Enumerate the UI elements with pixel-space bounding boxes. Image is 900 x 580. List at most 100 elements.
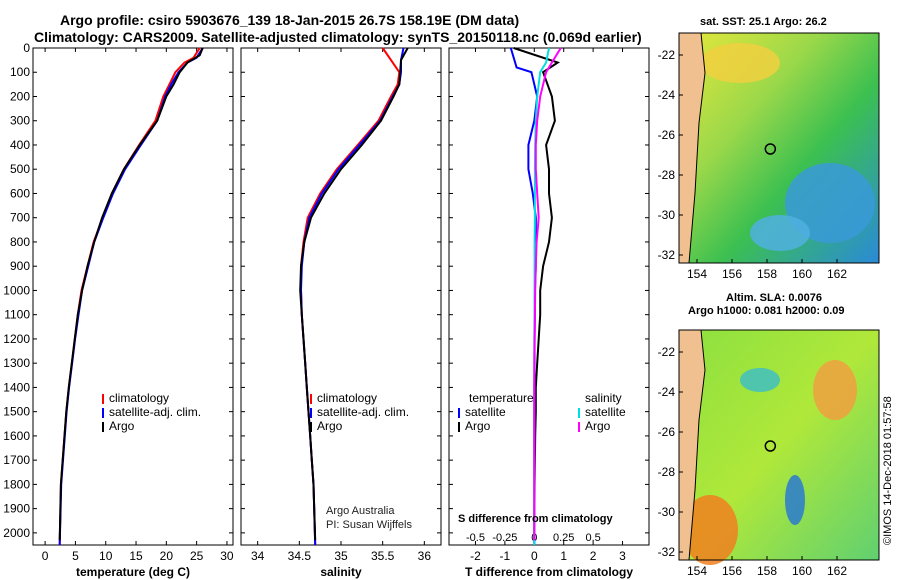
map-y-tick-label: -32 bbox=[658, 248, 676, 262]
map-x-tick-label: 156 bbox=[722, 564, 742, 578]
plot-frame bbox=[32, 47, 234, 546]
map-y-tick-label: -26 bbox=[658, 425, 676, 439]
map-x-tick-label: 160 bbox=[792, 267, 812, 281]
top-x-tick-label: -0.25 bbox=[492, 532, 517, 544]
credit-line-1: Argo Australia bbox=[326, 505, 395, 517]
legend-label: satellite-adj. clim. bbox=[317, 405, 409, 419]
x-tick-label: -1 bbox=[500, 549, 511, 563]
map-anomaly bbox=[682, 495, 738, 565]
map-x-tick-label: 158 bbox=[757, 564, 777, 578]
x-tick-label: 25 bbox=[190, 549, 204, 563]
top-x-tick-label: -0.5 bbox=[466, 532, 485, 544]
map-anomaly bbox=[813, 360, 857, 420]
map-anomaly bbox=[700, 43, 780, 83]
x-tick-label: 35 bbox=[334, 549, 348, 563]
y-tick-label: 800 bbox=[10, 235, 30, 249]
y-tick-label: 500 bbox=[10, 162, 30, 176]
plot-frame bbox=[448, 47, 650, 546]
y-tick-label: 1800 bbox=[3, 477, 30, 491]
series-line-temperature-satellite bbox=[509, 47, 539, 545]
y-tick-label: 1700 bbox=[3, 453, 30, 467]
legend-label: climatology bbox=[109, 391, 169, 405]
map-x-tick-label: 158 bbox=[757, 267, 777, 281]
x-tick-label: 1 bbox=[560, 549, 567, 563]
y-tick-label: 200 bbox=[10, 89, 30, 103]
y-tick-label: 1100 bbox=[4, 308, 30, 322]
x-axis-label: temperature (deg C) bbox=[76, 565, 190, 579]
map-frame bbox=[678, 329, 880, 561]
x-tick-label: 35.5 bbox=[371, 549, 395, 563]
y-tick-label: 2000 bbox=[3, 526, 30, 540]
x-tick-label: 34.5 bbox=[288, 549, 312, 563]
map-y-tick-label: -30 bbox=[658, 208, 676, 222]
map-x-tick-label: 156 bbox=[722, 267, 742, 281]
panel-salinity: 34 34.5 35 35.5 36 salinity climatologysatelli… bbox=[240, 47, 442, 579]
map-y-tick-label: -22 bbox=[658, 345, 676, 359]
x-tick-label: 10 bbox=[99, 549, 113, 563]
legend-label: satellite-adj. clim. bbox=[109, 405, 201, 419]
sla-map-subtitle: Argo h1000: 0.081 h2000: 0.09 bbox=[688, 305, 845, 317]
top-x-tick-label: 0.25 bbox=[553, 532, 574, 544]
map-x-tick-label: 154 bbox=[687, 267, 707, 281]
map-y-tick-label: -28 bbox=[658, 168, 676, 182]
y-tick-label: 1600 bbox=[3, 429, 30, 443]
x-tick-label: 20 bbox=[160, 549, 174, 563]
map-y-tick-label: -24 bbox=[658, 385, 676, 399]
series-line-salinity-Argo bbox=[533, 47, 562, 541]
map-anomaly bbox=[750, 215, 810, 251]
y-tick-label: 1300 bbox=[3, 356, 30, 370]
argo-position-marker bbox=[764, 440, 777, 452]
credit-line-2: PI: Susan Wijffels bbox=[326, 519, 412, 531]
map-anomaly bbox=[785, 163, 875, 243]
map-anomaly bbox=[740, 368, 780, 392]
map-y-tick-label: -26 bbox=[658, 128, 676, 142]
y-tick-label: 400 bbox=[10, 138, 30, 152]
series-line-Argo bbox=[299, 47, 409, 541]
x-tick-label: 2 bbox=[590, 549, 597, 563]
legend-label: satellite bbox=[465, 405, 506, 419]
x-tick-label: 3 bbox=[619, 549, 626, 563]
x-tick-label: 34 bbox=[251, 549, 265, 563]
map-x-tick-label: 162 bbox=[827, 267, 847, 281]
legend-label: salinity bbox=[585, 391, 622, 405]
plot-frame bbox=[240, 47, 442, 546]
x-axis-label: salinity bbox=[320, 565, 362, 579]
y-tick-label: 300 bbox=[10, 114, 30, 128]
imos-timestamp: ©IMOS 14-Dec-2018 01:57:58 bbox=[882, 396, 894, 545]
map-y-tick-label: -22 bbox=[658, 48, 676, 62]
y-tick-label: 1500 bbox=[3, 405, 30, 419]
legend-label: satellite bbox=[585, 405, 626, 419]
map-sat.-SST-map: 154 156 158 160 162 -22 -24 -26 -28 -30 -32 bbox=[658, 32, 880, 281]
map-y-tick-label: -30 bbox=[658, 505, 676, 519]
legend-label: Argo bbox=[465, 419, 491, 433]
x-tick-label: 15 bbox=[129, 549, 143, 563]
map-x-tick-label: 160 bbox=[792, 564, 812, 578]
map-y-tick-label: -24 bbox=[658, 88, 676, 102]
top-x-tick-label: 0.5 bbox=[585, 532, 600, 544]
y-tick-label: 1900 bbox=[3, 502, 30, 516]
y-tick-label: 1200 bbox=[3, 332, 30, 346]
title-line-2: Climatology: CARS2009. Satellite-adjuste… bbox=[34, 29, 642, 45]
series-line-satellite-adj.-clim. bbox=[299, 47, 405, 546]
legend-label: temperature bbox=[469, 391, 534, 405]
panel-difference-from-climatology: -2 -1 0 1 2 3 T difference from climatology -0.… bbox=[448, 47, 650, 579]
panel-temperature: 0100200300400500600700800900100011001200… bbox=[3, 41, 234, 579]
map-x-tick-label: 154 bbox=[687, 564, 707, 578]
map-x-tick-label: 162 bbox=[827, 564, 847, 578]
y-tick-label: 900 bbox=[10, 259, 30, 273]
map-anomaly bbox=[785, 475, 805, 525]
legend-label: Argo bbox=[585, 419, 611, 433]
map-y-tick-label: -32 bbox=[658, 545, 676, 559]
legend-label: Argo bbox=[109, 419, 135, 433]
legend-label: Argo bbox=[317, 419, 343, 433]
title-line-1: Argo profile: csiro 5903676_139 18-Jan-2… bbox=[60, 12, 520, 28]
series-line-Argo bbox=[58, 47, 204, 541]
x-tick-label: -2 bbox=[470, 549, 481, 563]
y-tick-label: 700 bbox=[10, 211, 30, 225]
x-tick-label: 36 bbox=[418, 549, 432, 563]
y-tick-label: 1000 bbox=[3, 283, 30, 297]
x-tick-label: 0 bbox=[42, 549, 49, 563]
y-tick-label: 0 bbox=[23, 41, 30, 55]
y-tick-label: 100 bbox=[10, 65, 30, 79]
